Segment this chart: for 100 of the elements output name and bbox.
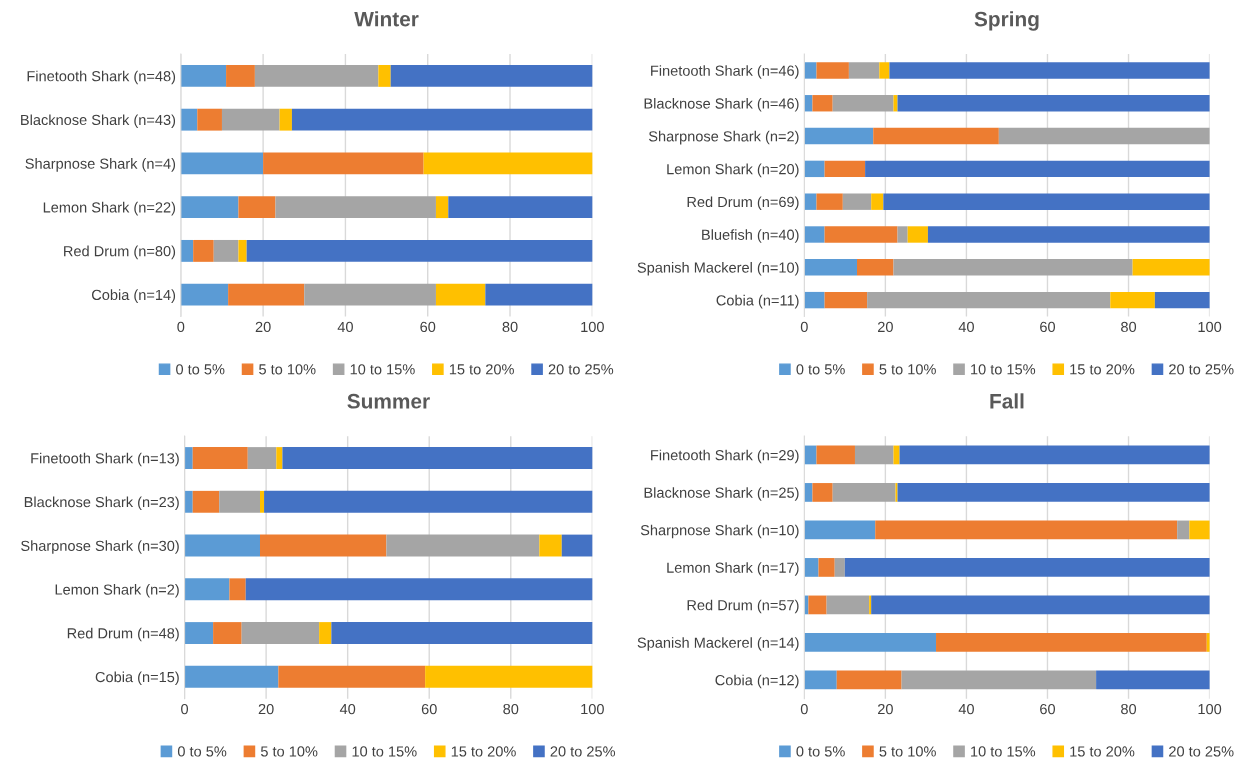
chart-title: Winter: [354, 11, 419, 27]
bar: [561, 534, 593, 557]
bar: [812, 95, 833, 112]
x-tick-label: 0: [181, 703, 189, 715]
bar: [180, 196, 239, 219]
y-tick-label: Blacknose Shark (n=43): [21, 114, 176, 128]
x-tick-label: 20: [258, 703, 274, 715]
x-tick-label: 80: [1121, 703, 1137, 715]
bar: [423, 152, 593, 175]
legend-label: 10 to 15%: [350, 364, 415, 375]
legend-label: 5 to 10%: [260, 746, 318, 757]
bar: [184, 534, 260, 557]
y-tick-label: Lemon Shark (n=20): [667, 163, 799, 178]
bar: [834, 558, 845, 577]
bar: [276, 447, 283, 469]
bar: [219, 490, 260, 513]
bar: [832, 95, 894, 112]
y-tick-label: Cobia (n=14): [91, 289, 176, 303]
bar: [291, 108, 593, 131]
bar: [998, 127, 1210, 145]
y-tick-label: Finetooth Shark (n=29): [651, 449, 799, 464]
y-tick-label: Finetooth Shark (n=13): [31, 452, 179, 467]
bar: [804, 558, 819, 577]
bar: [378, 64, 391, 87]
bar: [264, 490, 593, 513]
y-tick-label: Red Drum (n=57): [687, 599, 799, 614]
bar: [869, 595, 872, 615]
bar: [826, 595, 870, 615]
bar: [1110, 291, 1155, 309]
x-tick-label: 20: [255, 321, 271, 333]
bar: [865, 160, 1210, 178]
bar: [275, 196, 436, 219]
chart-title: Summer: [347, 393, 430, 409]
bar: [1154, 291, 1210, 309]
bar: [895, 483, 898, 502]
bar: [184, 447, 193, 469]
bar: [331, 622, 593, 644]
bar: [927, 226, 1210, 243]
bar: [1189, 520, 1210, 540]
bar: [816, 62, 849, 79]
legend-label: 15 to 20%: [449, 364, 514, 375]
y-tick-label: Spanish Mackerel (n=14): [637, 637, 799, 651]
x-tick-label: 100: [1198, 703, 1222, 715]
bar: [241, 622, 320, 644]
bar: [197, 108, 222, 131]
bar: [184, 490, 193, 513]
bar: [213, 622, 242, 644]
x-tick-label: 60: [1040, 703, 1056, 715]
y-tick-label: Sharpnose Shark (n=2): [648, 130, 799, 145]
bar: [897, 226, 908, 243]
bar: [804, 226, 825, 243]
legend-label: 10 to 15%: [971, 364, 1036, 375]
x-tick-label: 40: [339, 703, 356, 715]
bar: [539, 534, 562, 557]
bar: [812, 483, 833, 502]
bar: [213, 239, 239, 262]
bar: [824, 226, 898, 243]
bar: [871, 193, 884, 210]
bar: [936, 633, 1207, 652]
y-tick-label: Finetooth Shark (n=48): [27, 70, 176, 85]
legend-label: 20 to 25%: [1169, 364, 1234, 375]
bar: [485, 283, 593, 306]
bar: [247, 447, 277, 469]
x-tick-label: 80: [503, 703, 519, 715]
bar: [390, 64, 593, 87]
bar: [304, 283, 436, 306]
bar: [854, 445, 894, 465]
bar: [889, 62, 1210, 79]
bar: [221, 108, 280, 131]
bar: [1206, 633, 1210, 652]
x-tick-label: 100: [1198, 321, 1222, 333]
bar: [435, 283, 486, 306]
bar: [238, 196, 276, 219]
bar: [192, 490, 220, 513]
bar: [184, 622, 214, 644]
bar: [879, 62, 890, 79]
bar: [229, 578, 246, 601]
x-tick-label: 60: [1040, 321, 1056, 333]
x-tick-label: 0: [800, 703, 808, 715]
bar: [245, 578, 593, 601]
legend-label: 15 to 20%: [451, 746, 516, 757]
bar: [824, 291, 868, 309]
x-tick-label: 20: [877, 321, 893, 333]
bar: [804, 259, 857, 276]
legend-label: 5 to 10%: [259, 364, 316, 375]
legend-label: 20 to 25%: [548, 364, 614, 375]
y-tick-label: Spanish Mackerel (n=10): [637, 262, 799, 276]
bar: [180, 152, 264, 175]
legend-label: 0 to 5%: [796, 746, 845, 757]
y-tick-label: Cobia (n=11): [716, 294, 799, 309]
bar: [824, 160, 866, 178]
bar: [278, 665, 426, 688]
bar: [899, 445, 1210, 465]
bar: [897, 95, 1210, 112]
bar: [883, 193, 1210, 210]
bar: [804, 127, 874, 145]
legend-label: 15 to 20%: [1070, 364, 1135, 375]
bar: [836, 670, 902, 690]
bar: [1177, 520, 1190, 540]
bar: [180, 64, 227, 87]
